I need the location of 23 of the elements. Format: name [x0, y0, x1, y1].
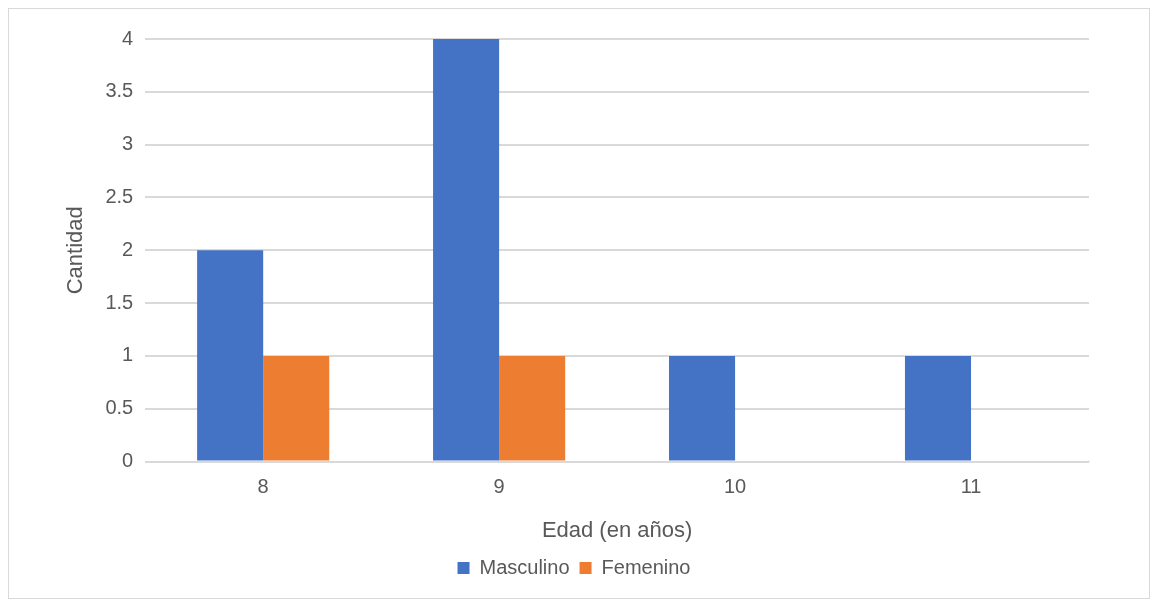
x-tick-label: 8 — [257, 475, 269, 498]
y-tick-label: 0.5 — [105, 396, 134, 419]
y-tick-label: 2.5 — [105, 184, 134, 207]
legend-label: Masculino — [479, 555, 570, 578]
bar — [904, 355, 972, 461]
x-tick-label: 10 — [723, 475, 747, 498]
y-tick-label: 3 — [122, 132, 134, 155]
x-tick-label: 9 — [493, 475, 505, 498]
y-tick-label: 4 — [122, 26, 134, 49]
bar — [263, 355, 330, 461]
legend-label: Femenino — [601, 555, 691, 578]
bar — [197, 250, 264, 461]
bar — [433, 39, 500, 461]
x-tick-label: 11 — [960, 475, 982, 498]
y-tick-label: 1.5 — [105, 290, 134, 313]
y-tick-label: 3.5 — [105, 79, 134, 102]
y-tick-label: 0 — [122, 449, 134, 472]
x-axis-title: Edad (en años) — [541, 516, 693, 542]
y-tick-label: 2 — [122, 237, 134, 260]
bar — [499, 355, 566, 461]
bar — [669, 355, 736, 461]
y-tick-label: 1 — [122, 343, 134, 366]
y-axis-title: Cantidad — [62, 206, 88, 295]
